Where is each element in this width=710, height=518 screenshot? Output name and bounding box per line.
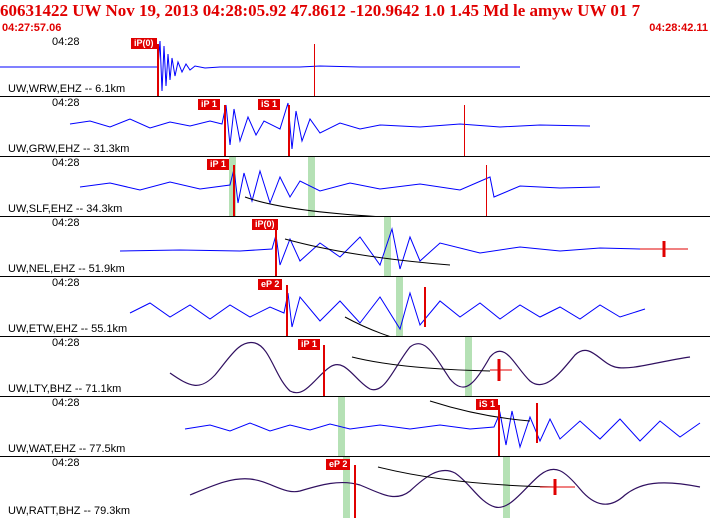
station-label: UW,SLF,EHZ -- 34.3km <box>8 203 123 215</box>
panel-time-label: 04:28 <box>52 97 80 109</box>
waveform-slf <box>79 168 601 216</box>
window-end-time: 04:28:42.11 <box>649 22 708 34</box>
waveform-wrw <box>0 40 520 92</box>
event-header: 60631422 UW Nov 19, 2013 04:28:05.92 47.… <box>0 1 641 20</box>
trace-panel-lty[interactable]: iP 1 04:28 UW,LTY,BHZ -- 71.1km <box>0 337 710 397</box>
trace-panel-wrw[interactable]: iP(0) 04:28 UW,WRW,EHZ -- 6.1km <box>0 36 710 97</box>
panel-time-label: 04:28 <box>52 337 80 349</box>
panel-time-label: 04:28 <box>52 217 80 229</box>
station-label: UW,NEL,EHZ -- 51.9km <box>8 263 125 275</box>
panel-time-label: 04:28 <box>52 157 80 169</box>
trace-panel-grw[interactable]: iP 1 iS 1 04:28 UW,GRW,EHZ -- 31.3km <box>0 97 710 157</box>
trace-panel-wat[interactable]: iS 1 04:28 UW,WAT,EHZ -- 77.5km <box>0 397 710 457</box>
pick-marker[interactable]: iP 1 <box>198 99 220 110</box>
pick-marker[interactable]: iP 1 <box>298 339 320 350</box>
station-label: UW,WRW,EHZ -- 6.1km <box>8 83 126 95</box>
window-start-time: 04:27:57.06 <box>2 22 62 34</box>
pick-marker[interactable]: iS 1 <box>476 399 499 410</box>
pick-marker[interactable]: eP 2 <box>258 279 283 290</box>
trace-panel-ratt[interactable]: eP 2 04:28 UW,RATT,BHZ -- 79.3km <box>0 457 710 518</box>
pick-marker[interactable]: iP(0) <box>252 219 278 230</box>
waveform-lty <box>169 341 691 394</box>
station-label: UW,WAT,EHZ -- 77.5km <box>8 443 126 455</box>
panel-time-label: 04:28 <box>52 397 80 409</box>
station-label: UW,LTY,BHZ -- 71.1km <box>8 383 122 395</box>
waveform-etw <box>129 291 646 336</box>
trace-panel-etw[interactable]: eP 2 04:28 UW,ETW,EHZ -- 55.1km <box>0 277 710 337</box>
trace-panel-slf[interactable]: iP 1 04:28 UW,SLF,EHZ -- 34.3km <box>0 157 710 217</box>
waveform-nel <box>119 227 688 270</box>
panel-time-label: 04:28 <box>52 36 80 48</box>
station-label: UW,ETW,EHZ -- 55.1km <box>8 323 128 335</box>
pick-marker[interactable]: iP(0) <box>131 38 157 49</box>
panel-time-label: 04:28 <box>52 277 80 289</box>
pick-marker[interactable]: iP 1 <box>207 159 229 170</box>
waveform-grw <box>69 102 591 150</box>
station-label: UW,RATT,BHZ -- 79.3km <box>8 505 131 517</box>
trace-panel-nel[interactable]: iP(0) 04:28 UW,NEL,EHZ -- 51.9km <box>0 217 710 277</box>
waveform-ratt <box>189 466 701 508</box>
panel-time-label: 04:28 <box>52 457 80 469</box>
seismogram-panels: iP(0) 04:28 UW,WRW,EHZ -- 6.1km iP 1 iS … <box>0 36 710 518</box>
station-label: UW,GRW,EHZ -- 31.3km <box>8 143 130 155</box>
s-pick-marker[interactable]: iS 1 <box>258 99 281 110</box>
waveform-wat <box>184 400 701 449</box>
pick-marker[interactable]: eP 2 <box>326 459 351 470</box>
